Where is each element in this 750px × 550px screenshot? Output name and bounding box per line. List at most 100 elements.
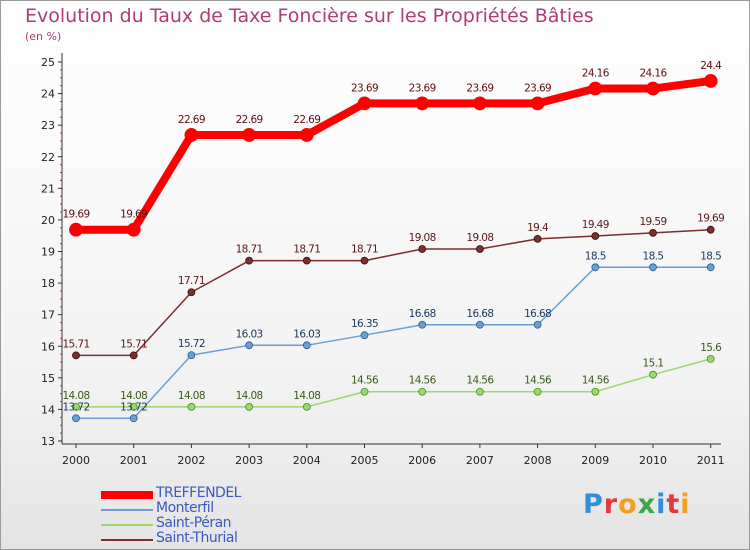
y-tick-label: 23	[41, 119, 55, 132]
x-tick-label: 2005	[351, 454, 379, 467]
data-point	[242, 128, 257, 142]
series-lines	[69, 74, 718, 423]
data-label: 14.08	[120, 390, 147, 402]
data-point	[415, 96, 430, 111]
data-point	[299, 128, 314, 142]
legend-label: Saint-Péran	[156, 515, 232, 531]
series-line-0	[76, 76, 712, 234]
data-point	[245, 341, 254, 350]
data-label: 24.4	[700, 60, 722, 72]
data-point	[533, 320, 542, 329]
y-tick-label: 18	[41, 277, 55, 290]
logo-letter: x	[637, 489, 657, 520]
data-label: 22.69	[293, 114, 320, 126]
data-label: 16.68	[409, 308, 436, 320]
data-point	[649, 370, 657, 379]
logo-letter: P	[583, 489, 604, 520]
x-tick-label: 2000	[62, 454, 90, 467]
data-label: 18.5	[700, 250, 721, 262]
data-point	[706, 225, 715, 234]
data-label: 23.69	[409, 82, 436, 94]
data-point	[72, 402, 80, 411]
data-label: 14.08	[236, 390, 263, 402]
data-point	[184, 128, 199, 142]
y-tick-label: 20	[41, 214, 55, 227]
data-label: 22.69	[178, 114, 205, 126]
data-label: 16.68	[524, 308, 551, 320]
data-label: 15.72	[178, 338, 205, 350]
chart-title: Evolution du Taux de Taxe Foncière sur l…	[25, 5, 594, 27]
data-point	[591, 263, 600, 272]
x-tick-label: 2004	[293, 454, 321, 467]
data-label: 14.56	[466, 375, 494, 387]
legend-swatch	[101, 524, 153, 526]
data-label: 14.56	[351, 375, 379, 387]
data-point	[591, 387, 600, 396]
data-point	[706, 263, 715, 272]
data-label: 14.08	[293, 390, 320, 402]
data-point	[72, 414, 80, 423]
data-point	[418, 320, 427, 329]
data-point	[475, 320, 484, 329]
data-label: 24.16	[639, 68, 667, 80]
y-tick-label: 19	[41, 246, 55, 259]
x-tick-label: 2006	[408, 454, 436, 467]
logo-letter: i	[680, 489, 691, 520]
data-label: 23.69	[351, 82, 378, 94]
data-point	[360, 387, 369, 396]
data-label: 19.69	[120, 209, 147, 221]
data-point	[530, 96, 545, 111]
data-label: 23.69	[524, 82, 551, 94]
x-tick-label: 2003	[235, 454, 263, 467]
data-point	[588, 81, 603, 96]
data-point	[418, 387, 427, 396]
data-label: 15.1	[643, 358, 664, 370]
data-label: 13.72	[120, 401, 147, 413]
legend-label: TREFFENDEL	[156, 485, 241, 501]
data-label: 19.69	[697, 213, 724, 225]
x-tick-label: 2007	[466, 454, 494, 467]
data-label: 18.71	[236, 244, 263, 256]
data-labels: 19.69 19.69 22.69 22.69 22.69 23.69 23.69 23.69…	[62, 60, 724, 413]
data-point	[69, 222, 83, 237]
data-point	[706, 354, 715, 363]
data-label: 17.71	[178, 275, 205, 287]
unit-label: (en %)	[25, 30, 62, 43]
legend-swatch	[101, 509, 153, 511]
data-label: 19.08	[409, 232, 436, 244]
data-label: 18.71	[351, 244, 378, 256]
data-point	[129, 351, 138, 360]
data-label: 18.5	[643, 250, 664, 262]
data-point	[302, 402, 311, 411]
x-tick-label: 2008	[524, 454, 552, 467]
data-point	[245, 402, 254, 411]
data-point	[649, 228, 657, 237]
data-label: 15.71	[62, 338, 89, 350]
x-tick-label: 2002	[177, 454, 205, 467]
x-tick-label: 2010	[639, 454, 667, 467]
y-tick-label: 22	[41, 151, 55, 164]
data-point	[187, 351, 196, 359]
data-label: 19.08	[466, 232, 493, 244]
data-point	[129, 414, 138, 423]
data-point	[703, 74, 718, 88]
y-tick-label: 17	[41, 309, 55, 322]
logo-letter: o	[618, 489, 638, 520]
data-label: 14.56	[524, 375, 552, 387]
data-point	[418, 245, 427, 253]
data-label: 23.69	[466, 82, 493, 94]
data-label: 14.56	[582, 375, 610, 387]
data-point	[187, 288, 196, 297]
data-point	[187, 402, 196, 411]
y-tick-label: 24	[41, 88, 55, 101]
x-tick-label: 2011	[697, 454, 725, 467]
data-label: 15.71	[120, 338, 147, 350]
data-label: 14.08	[178, 390, 205, 402]
data-point	[129, 402, 138, 411]
legend-swatch	[101, 539, 153, 541]
series-line-1	[76, 266, 711, 420]
logo-letter: r	[603, 489, 619, 520]
data-point	[302, 256, 311, 265]
